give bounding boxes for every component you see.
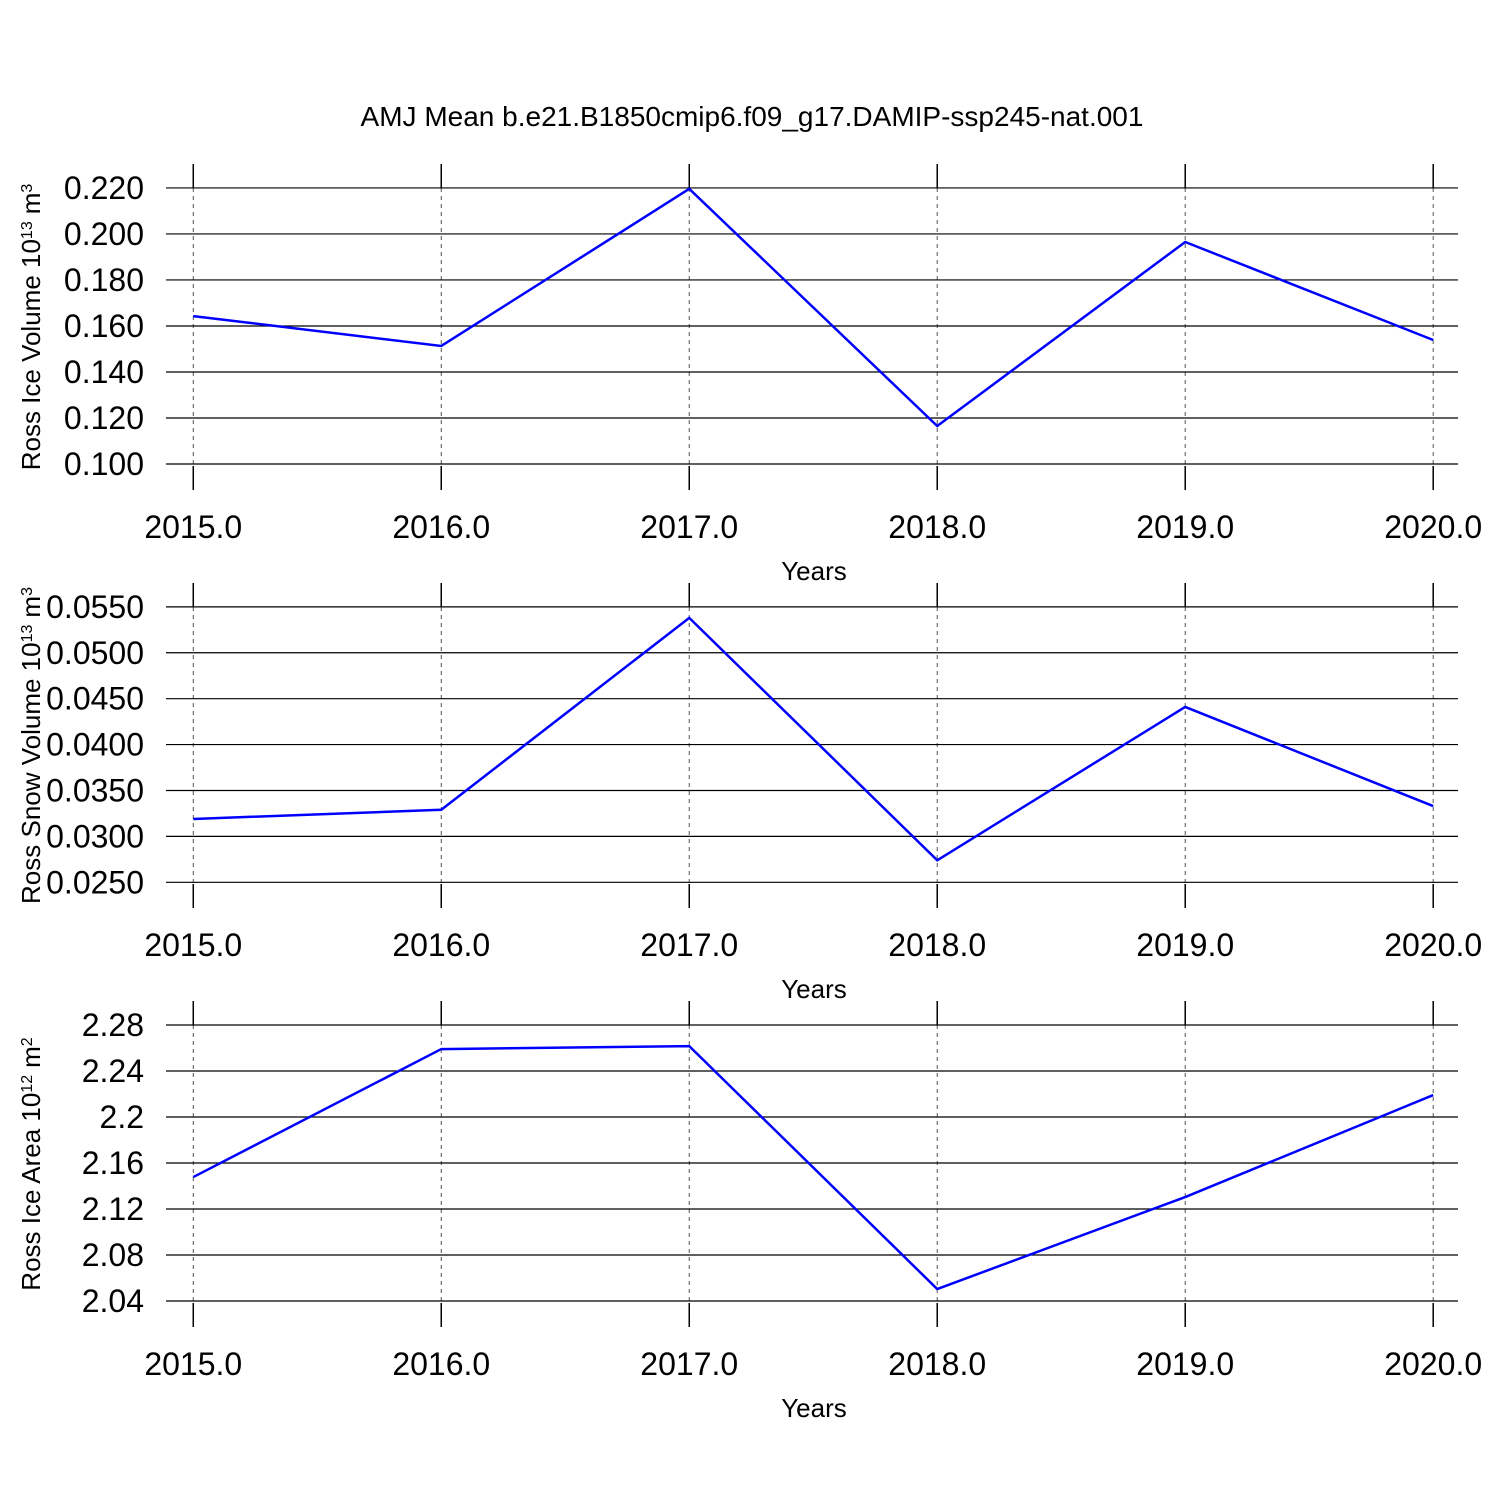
x-axis-label: Years: [781, 556, 847, 586]
x-tick-label: 2019.0: [1136, 927, 1234, 963]
y-tick-label: 0.0500: [46, 635, 144, 671]
x-tick-label: 2015.0: [144, 509, 242, 545]
y-tick-label: 0.180: [64, 262, 144, 298]
x-axis-label: Years: [781, 1393, 847, 1423]
y-tick-label: 0.120: [64, 400, 144, 436]
y-tick-label: 0.0300: [46, 818, 144, 854]
y-tick-label: 2.04: [82, 1283, 144, 1319]
y-tick-label: 0.0550: [46, 589, 144, 625]
y-label-exponent: 12: [19, 1075, 36, 1093]
y-tick-label: 2.08: [82, 1237, 144, 1273]
x-tick-label: 2018.0: [888, 1346, 986, 1382]
x-tick-label: 2018.0: [888, 509, 986, 545]
x-tick-label: 2016.0: [392, 509, 490, 545]
x-tick-label: 2019.0: [1136, 1346, 1234, 1382]
x-tick-label: 2016.0: [392, 927, 490, 963]
y-axis-label: Ross Ice Area 1012 m2: [16, 1037, 46, 1290]
y-label-text: Ross Ice Volume 10: [16, 239, 46, 470]
y-label-text: Ross Ice Area 10: [16, 1093, 46, 1291]
y-tick-label: 0.200: [64, 216, 144, 252]
chart-title: AMJ Mean b.e21.B1850cmip6.f09_g17.DAMIP-…: [361, 101, 1144, 132]
data-line: [193, 616, 1434, 862]
x-tick-label: 2016.0: [392, 1346, 490, 1382]
x-tick-label: 2017.0: [640, 509, 738, 545]
y-tick-label: 0.220: [64, 170, 144, 206]
y-tick-label: 0.0350: [46, 772, 144, 808]
y-label-text: m: [16, 193, 46, 215]
y-label-exponent: 13: [19, 624, 36, 642]
x-tick-label: 2020.0: [1384, 1346, 1482, 1382]
y-axis-label: Ross Snow Volume 1013 m3: [16, 587, 46, 904]
y-tick-label: 0.0400: [46, 727, 144, 763]
y-label-exponent: 3: [19, 587, 36, 596]
y-tick-label: 0.140: [64, 354, 144, 390]
y-label-text: Ross Snow Volume 10: [16, 642, 46, 904]
x-tick-label: 2017.0: [640, 927, 738, 963]
y-tick-label: 0.100: [64, 446, 144, 482]
data-line: [193, 187, 1434, 428]
y-tick-label: 0.0450: [46, 681, 144, 717]
y-tick-label: 2.12: [82, 1191, 144, 1227]
x-tick-label: 2020.0: [1384, 927, 1482, 963]
y-tick-label: 0.0250: [46, 864, 144, 900]
y-label-exponent: 3: [19, 184, 36, 193]
x-tick-label: 2017.0: [640, 1346, 738, 1382]
y-axis-label: Ross Ice Volume 1013 m3: [16, 184, 46, 471]
y-label-exponent: 13: [19, 221, 36, 239]
x-tick-label: 2015.0: [144, 927, 242, 963]
y-label-exponent: 2: [19, 1037, 36, 1046]
x-tick-label: 2019.0: [1136, 509, 1234, 545]
y-tick-label: 2.2: [100, 1099, 144, 1135]
plot-frame: [166, 583, 1458, 908]
y-tick-label: 2.16: [82, 1145, 144, 1181]
x-axis-label: Years: [781, 974, 847, 1004]
data-line: [192, 1044, 1434, 1291]
y-label-text: m: [16, 1046, 46, 1068]
x-tick-label: 2018.0: [888, 927, 986, 963]
y-tick-label: 2.24: [82, 1053, 144, 1089]
x-tick-label: 2015.0: [144, 1346, 242, 1382]
x-tick-label: 2020.0: [1384, 509, 1482, 545]
y-tick-label: 0.160: [64, 308, 144, 344]
plot-frame: [166, 164, 1458, 490]
y-tick-label: 2.28: [82, 1007, 144, 1043]
y-label-text: m: [16, 596, 46, 618]
